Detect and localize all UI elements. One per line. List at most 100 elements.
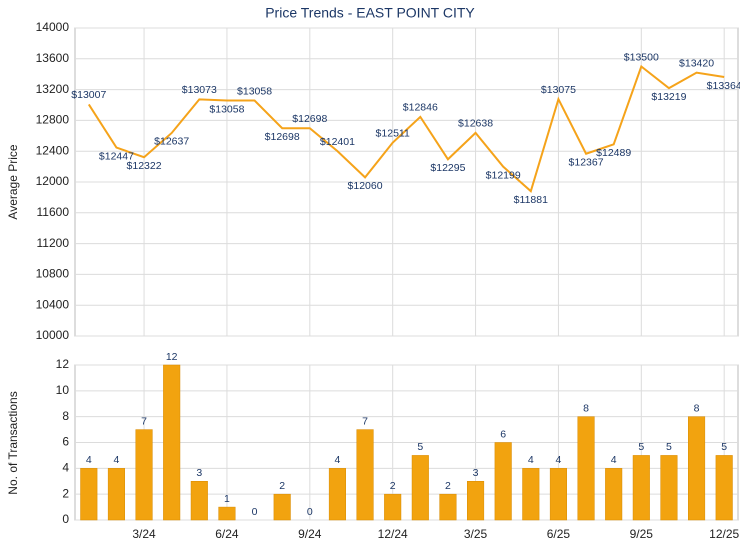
data-label: $12489 xyxy=(596,147,631,159)
data-label: $12637 xyxy=(154,136,189,148)
y-tick-label: 11600 xyxy=(37,205,70,219)
data-label: $13500 xyxy=(624,51,659,63)
data-label: 12 xyxy=(166,351,178,363)
bar xyxy=(80,468,98,521)
y-axis-label: Average Price xyxy=(6,144,20,219)
bar xyxy=(328,468,346,521)
data-label: $12698 xyxy=(265,131,300,143)
bar xyxy=(632,455,650,521)
data-label: 2 xyxy=(390,480,396,492)
data-label: 2 xyxy=(279,480,285,492)
data-label: 8 xyxy=(694,402,700,414)
y-tick-label: 10400 xyxy=(36,297,70,311)
bar xyxy=(135,429,153,521)
bar xyxy=(522,468,540,521)
data-label: $13058 xyxy=(209,103,244,115)
y-tick-label: 0 xyxy=(62,512,69,526)
data-label: $12846 xyxy=(403,102,438,114)
x-tick-label: 12/24 xyxy=(378,527,408,541)
bar xyxy=(715,455,733,521)
data-label: $13007 xyxy=(71,89,106,101)
data-label: 0 xyxy=(307,506,313,518)
data-label: $12367 xyxy=(569,157,604,169)
line xyxy=(87,64,725,193)
data-label: 5 xyxy=(638,441,644,453)
bar xyxy=(163,364,181,521)
bar xyxy=(384,493,402,521)
data-label: $12060 xyxy=(348,180,383,192)
y-tick-label: 12800 xyxy=(36,113,70,127)
x-tick-label: 3/24 xyxy=(132,527,156,541)
data-label: $12401 xyxy=(320,136,355,148)
y-tick-label: 10800 xyxy=(36,267,70,281)
data-label: 7 xyxy=(141,415,147,427)
y-tick-label: 6 xyxy=(62,435,69,449)
y-tick-label: 12 xyxy=(56,357,70,371)
data-label: 4 xyxy=(86,454,92,466)
data-label: $13073 xyxy=(182,84,217,96)
bar xyxy=(107,468,125,521)
data-label: $12698 xyxy=(292,113,327,125)
y-tick-label: 12000 xyxy=(36,174,70,188)
data-label: $13219 xyxy=(651,91,686,103)
y-axis-label: No. of Transactions xyxy=(6,391,20,494)
data-label: $12638 xyxy=(458,118,493,130)
data-label: 1 xyxy=(224,493,230,505)
bar xyxy=(688,416,706,521)
y-tick-label: 4 xyxy=(62,461,69,475)
x-tick-label: 6/25 xyxy=(547,527,571,541)
data-label: 3 xyxy=(196,467,202,479)
bar xyxy=(411,455,429,521)
y-tick-label: 11200 xyxy=(37,236,70,250)
data-label: 5 xyxy=(417,441,423,453)
data-label: $13420 xyxy=(679,57,714,69)
bar xyxy=(467,481,485,521)
y-tick-label: 12400 xyxy=(36,143,70,157)
bar xyxy=(605,468,623,521)
chart-title: Price Trends - EAST POINT CITY xyxy=(265,5,475,21)
data-label: $13364 xyxy=(707,80,740,92)
data-label: $13058 xyxy=(237,85,272,97)
data-label: 6 xyxy=(500,428,506,440)
data-label: $12511 xyxy=(376,127,410,139)
data-label: 7 xyxy=(362,415,368,427)
data-label: 5 xyxy=(666,441,672,453)
bar xyxy=(190,481,208,521)
data-label: $12295 xyxy=(430,162,465,174)
data-label: 2 xyxy=(445,480,451,492)
y-tick-label: 8 xyxy=(62,409,69,423)
data-label: 4 xyxy=(556,454,562,466)
bar xyxy=(273,493,291,521)
data-label: $12199 xyxy=(486,169,521,181)
y-tick-label: 10000 xyxy=(36,328,70,342)
data-label: 4 xyxy=(611,454,617,466)
data-label: 8 xyxy=(583,402,589,414)
data-label: $12322 xyxy=(127,160,162,172)
x-tick-label: 6/24 xyxy=(215,527,239,541)
data-label: 5 xyxy=(721,441,727,453)
bar xyxy=(577,416,595,521)
x-tick-label: 9/24 xyxy=(298,527,322,541)
bar xyxy=(439,493,457,521)
bar xyxy=(660,455,678,521)
y-tick-label: 14000 xyxy=(36,20,70,34)
bar xyxy=(356,429,374,521)
x-tick-label: 12/25 xyxy=(709,527,739,541)
data-label: 4 xyxy=(528,454,534,466)
data-label: $12447 xyxy=(99,150,134,162)
bar xyxy=(218,506,236,521)
y-tick-label: 13200 xyxy=(36,82,70,96)
bar xyxy=(549,468,567,521)
data-label: 0 xyxy=(252,506,258,518)
y-tick-label: 13600 xyxy=(36,51,70,65)
x-tick-label: 9/25 xyxy=(630,527,654,541)
data-label: 3 xyxy=(473,467,479,479)
data-label: $13075 xyxy=(541,84,576,96)
x-tick-label: 3/25 xyxy=(464,527,488,541)
data-label: $11881 xyxy=(514,194,548,206)
data-label: 4 xyxy=(335,454,341,466)
data-label: 4 xyxy=(114,454,120,466)
bar xyxy=(494,442,512,521)
y-tick-label: 2 xyxy=(62,486,69,500)
